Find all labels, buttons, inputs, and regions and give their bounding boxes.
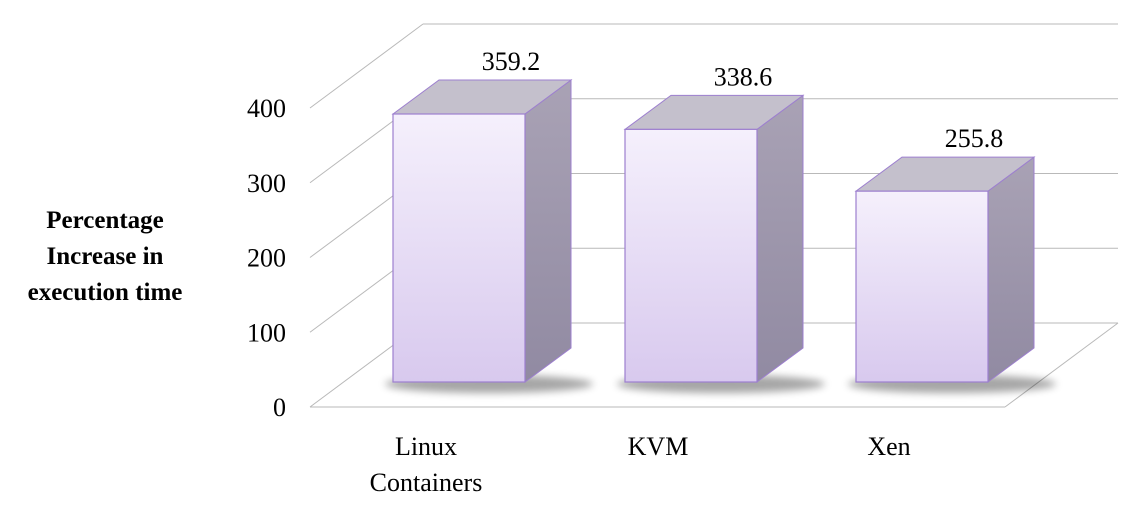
bar-front <box>855 190 989 383</box>
y-axis-label-line: Increase in <box>46 243 164 270</box>
y-tick-label: 200 <box>247 244 286 273</box>
bar-front <box>392 113 526 383</box>
y-tick-label: 300 <box>247 169 286 198</box>
floor-right-edge <box>1004 322 1119 408</box>
bar-side <box>987 156 1035 383</box>
category-label: Linux Containers <box>370 432 483 497</box>
y-tick-label: 0 <box>273 393 286 422</box>
category-labels: Linux Containers KVM Xen <box>370 432 911 497</box>
y-tick-label: 400 <box>247 94 286 123</box>
bar: 359.2 <box>385 47 593 393</box>
y-axis-label-line: execution time <box>27 279 183 306</box>
bars: 359.2 338.6 255.8 <box>385 47 1056 393</box>
data-label: 255.8 <box>945 124 1004 153</box>
y-axis-label: Percentage Increase in execution time <box>0 203 210 311</box>
bar: 255.8 <box>848 124 1056 393</box>
bar: 338.6 <box>617 62 825 393</box>
bar-side <box>524 79 572 383</box>
category-label: Xen <box>867 432 910 461</box>
bar-front <box>624 128 758 383</box>
y-tick-label: 100 <box>247 318 286 347</box>
gridline-depth <box>309 23 424 109</box>
y-tick-labels: 0 100 200 300 400 <box>247 94 286 422</box>
category-label: KVM <box>628 432 689 461</box>
y-axis-label-line: Percentage <box>46 207 164 234</box>
data-label: 338.6 <box>714 62 773 91</box>
data-label: 359.2 <box>482 47 541 76</box>
bar-side <box>756 94 804 383</box>
